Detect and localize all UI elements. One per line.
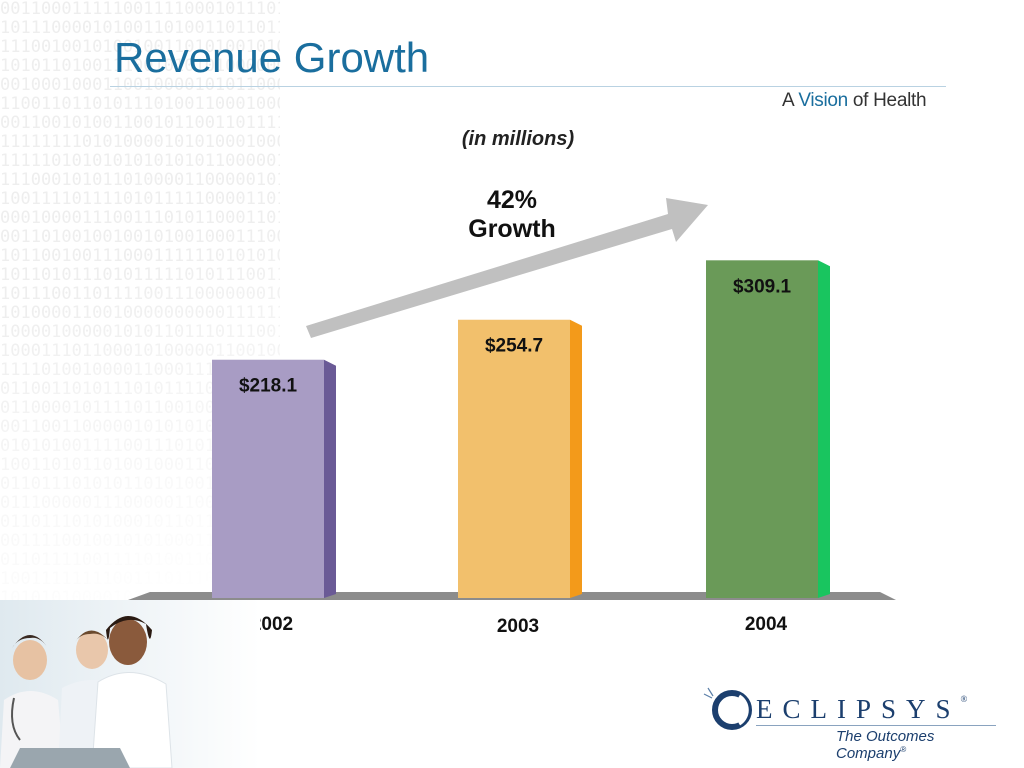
data-label-2002: $218.1 (239, 376, 298, 397)
tagline-highlight: Vision (798, 90, 848, 111)
eclipse-logo-icon (703, 687, 752, 730)
bar-side-2002 (324, 359, 336, 598)
tagline-prefix: A (782, 90, 794, 111)
tagline: A Vision of Health (782, 90, 927, 112)
company-name-text: ECLIPSYS (756, 694, 961, 724)
bar-2003 (458, 319, 570, 598)
clinicians-illustration (0, 600, 260, 768)
growth-percent: 42% (486, 186, 538, 214)
logo-divider (756, 725, 996, 726)
growth-annotation: 42% Growth (452, 186, 572, 244)
bar-2002 (212, 359, 324, 598)
binary-background-pattern: 001100011111001111000101110111 101110000… (0, 0, 280, 600)
clinicians-photo (0, 600, 260, 768)
bar-2004 (706, 260, 818, 598)
company-name: ECLIPSYS® (756, 694, 967, 725)
company-tagline: The Outcomes Company® (836, 728, 1000, 762)
company-tagline-registered: ® (900, 745, 907, 754)
company-name-registered: ® (960, 694, 968, 704)
growth-word: Growth (468, 215, 556, 243)
x-tick-label-2003: 2003 (497, 616, 539, 637)
x-tick-label-2004: 2004 (745, 614, 788, 635)
bar-side-2004 (818, 260, 830, 598)
tagline-suffix: of Health (852, 90, 927, 111)
chart-subtitle: (in millions) (461, 128, 575, 150)
slide-title: Revenue Growth (114, 34, 430, 81)
x-tick-label-2002: 2002 (251, 614, 293, 635)
bar-side-2003 (570, 319, 582, 598)
data-label-2003: $254.7 (485, 336, 543, 357)
title-divider (110, 86, 946, 87)
eclipsys-logo: ECLIPSYS® The Outcomes Company® (700, 684, 1000, 762)
data-label-2004: $309.1 (733, 276, 792, 297)
company-tagline-text: The Outcomes Company (836, 728, 935, 762)
growth-arrow (306, 198, 708, 338)
